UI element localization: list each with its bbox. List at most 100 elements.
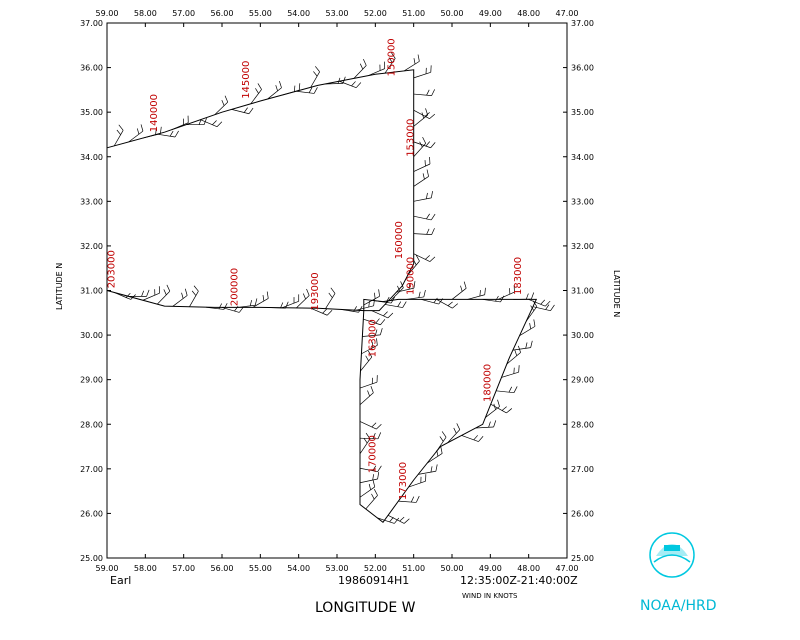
wind-barb-feather — [532, 300, 538, 307]
wind-barb — [490, 403, 507, 414]
y-tick-label-right: 25.00 — [571, 554, 594, 563]
wind-barb-feather — [417, 54, 420, 62]
wind-barb-feather — [493, 403, 496, 410]
wind-barb — [461, 435, 479, 442]
wind-barb — [172, 295, 188, 307]
wind-barb-feather — [441, 431, 447, 438]
wind-barb — [482, 299, 501, 303]
wind-barb-feather — [155, 128, 157, 135]
wind-barb-feather — [374, 292, 376, 299]
wind-barb-feather — [218, 303, 223, 309]
x-tick-label-bottom: 52.00 — [364, 564, 387, 573]
wind-barb — [252, 298, 269, 308]
wind-barb — [501, 371, 519, 378]
x-tick-label-top: 49.00 — [479, 9, 502, 18]
wind-barb-feather — [453, 427, 457, 434]
wind-barb-feather — [294, 85, 296, 92]
y-tick-label-right: 37.00 — [571, 19, 594, 28]
y-tick-label-left: 26.00 — [80, 509, 103, 518]
wind-barb-feather — [397, 301, 402, 307]
wind-barb — [310, 71, 320, 88]
wind-barb-feather — [377, 465, 382, 472]
wind-barb-feather — [488, 421, 491, 428]
wind-barb — [340, 309, 359, 313]
wind-barb — [359, 438, 371, 454]
x-tick-label-top: 54.00 — [287, 9, 310, 18]
wind-barb-feather — [430, 190, 433, 198]
wind-barb-feather — [249, 299, 253, 306]
wind-barb — [214, 101, 229, 115]
y-tick-label-right: 35.00 — [571, 108, 594, 117]
wind-barb — [359, 392, 374, 406]
wind-barb-feather — [368, 350, 373, 358]
y-tick-label-left: 35.00 — [80, 108, 103, 117]
y-tick-label-left: 32.00 — [80, 242, 103, 251]
wind-barb-feather — [371, 493, 375, 500]
wind-barb — [353, 65, 367, 79]
wind-barb — [371, 310, 389, 319]
wind-barb-feather — [394, 517, 400, 524]
time-label: 150000 — [387, 38, 398, 76]
wind-barb — [231, 109, 250, 115]
wind-barb-feather — [433, 297, 438, 303]
wind-barb — [418, 470, 436, 475]
wind-barb-feather — [530, 305, 535, 311]
wind-barb-feather — [280, 302, 284, 309]
wind-barb — [413, 141, 431, 149]
wind-barb-feather — [166, 284, 171, 292]
wind-barb — [359, 478, 378, 484]
wind-barb — [390, 287, 404, 301]
wind-barb-feather — [255, 88, 259, 94]
time-label: 203000 — [107, 250, 118, 288]
wind-barb — [339, 80, 357, 89]
wind-barb-feather — [426, 228, 430, 235]
wind-barb-feather — [391, 52, 396, 59]
wind-barb-feather — [385, 296, 390, 303]
wind-barb-feather — [400, 281, 404, 288]
wind-barb-feather — [545, 304, 550, 310]
wind-barb-feather — [447, 301, 453, 306]
wind-barb-feather — [184, 288, 188, 296]
wind-barb-feather — [484, 287, 486, 295]
y-tick-label-left: 36.00 — [80, 64, 103, 73]
wind-barb-feather — [430, 213, 436, 221]
wind-barb-feather — [118, 124, 124, 131]
wind-barb — [387, 514, 405, 524]
wind-barb — [359, 486, 375, 498]
y-tick-label-right: 29.00 — [571, 376, 594, 385]
wind-barb-feather — [501, 406, 507, 411]
wind-barb-feather — [439, 436, 444, 442]
wind-barb-feather — [389, 517, 394, 523]
wind-barb — [360, 356, 373, 372]
wind-barb-feather — [429, 256, 436, 262]
y-tick-label-left: 29.00 — [80, 376, 103, 385]
x-tick-label-top: 58.00 — [134, 9, 157, 18]
wind-barb — [365, 495, 378, 510]
wind-barb-feather — [390, 296, 395, 304]
wind-barb-feather — [456, 423, 461, 430]
wind-barb — [447, 429, 461, 444]
wind-barb-feather — [223, 303, 228, 310]
wind-barb — [413, 163, 431, 172]
wind-barb — [114, 292, 131, 300]
wind-barb-feather — [306, 288, 310, 296]
wind-barb-feather — [367, 390, 370, 397]
wind-barb — [496, 390, 515, 394]
wind-barb-feather — [422, 173, 425, 180]
wind-barb-feather — [540, 299, 546, 305]
x-tick-label-top: 55.00 — [249, 9, 272, 18]
wind-barb — [171, 122, 189, 131]
wind-barb — [512, 347, 531, 351]
y-tick-label-right: 28.00 — [571, 420, 594, 429]
wind-barb-feather — [530, 340, 533, 348]
wind-barb — [519, 326, 536, 336]
x-tick-label-bottom: 55.00 — [249, 564, 272, 573]
time-label: 163000 — [367, 319, 378, 357]
wind-barb-feather — [216, 121, 223, 127]
wind-barb-feather — [436, 450, 439, 457]
wind-barb-feather — [397, 285, 401, 292]
wind-barb — [237, 304, 256, 308]
wind-barb-feather — [337, 77, 341, 84]
wind-barb — [485, 406, 500, 418]
